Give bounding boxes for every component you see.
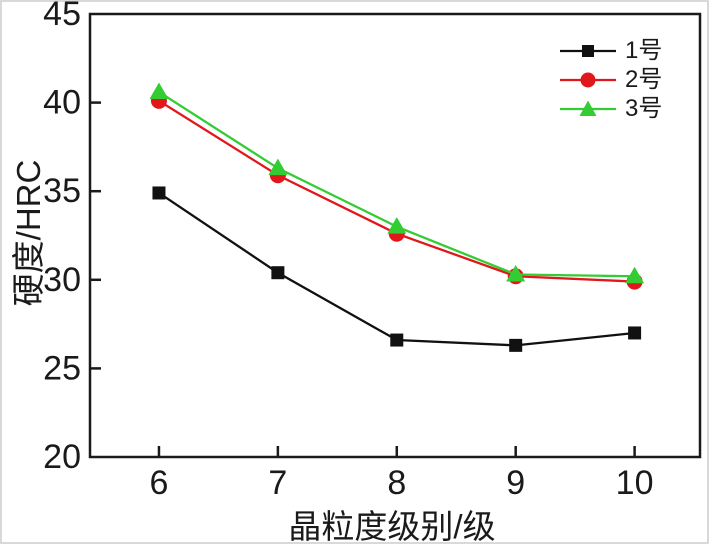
y-tick-label: 25 — [43, 349, 81, 387]
data-point-marker — [271, 266, 285, 280]
legend-label: 2号 — [625, 66, 663, 93]
x-tick-label: 7 — [268, 464, 287, 502]
legend-item: 3号 — [560, 94, 662, 123]
x-axis-title: 晶粒度级别/级 — [288, 508, 496, 544]
legend-marker — [582, 44, 594, 57]
x-tick-label: 10 — [616, 464, 654, 502]
data-point-marker — [628, 326, 642, 340]
y-tick-label: 20 — [43, 438, 81, 476]
legend-label: 1号 — [625, 37, 663, 64]
x-tick-label: 8 — [387, 464, 406, 502]
data-point-marker — [506, 264, 526, 282]
series-1号 — [152, 186, 642, 352]
y-tick-label: 45 — [43, 0, 81, 33]
legend-marker-triangle-icon — [560, 100, 616, 116]
data-point-marker — [149, 82, 169, 99]
legend: 1号 2号 3号 — [560, 36, 662, 123]
data-point-marker — [625, 266, 645, 284]
legend-marker-circle-icon — [560, 72, 616, 87]
y-tick-label: 30 — [43, 261, 81, 299]
series-line — [158, 99, 635, 283]
data-point-marker — [387, 217, 407, 234]
legend-item: 1号 — [560, 36, 662, 65]
y-tick-label: 35 — [43, 172, 81, 210]
legend-marker — [580, 72, 596, 87]
legend-label: 3号 — [625, 95, 663, 122]
series-line — [158, 192, 635, 347]
x-tick-label: 9 — [506, 464, 525, 502]
y-tick-label: 40 — [43, 84, 81, 122]
data-point-marker — [268, 158, 288, 176]
series-3号 — [149, 82, 645, 284]
legend-marker-square-icon — [560, 44, 616, 57]
data-point-marker — [390, 333, 404, 347]
legend-marker — [579, 100, 597, 116]
data-point-marker — [152, 186, 166, 200]
data-point-marker — [509, 338, 523, 352]
y-axis-title: 硬度/HRC — [10, 159, 47, 307]
x-tick-label: 6 — [150, 464, 169, 502]
legend-item: 2号 — [560, 65, 662, 94]
plot-frame — [88, 12, 702, 459]
